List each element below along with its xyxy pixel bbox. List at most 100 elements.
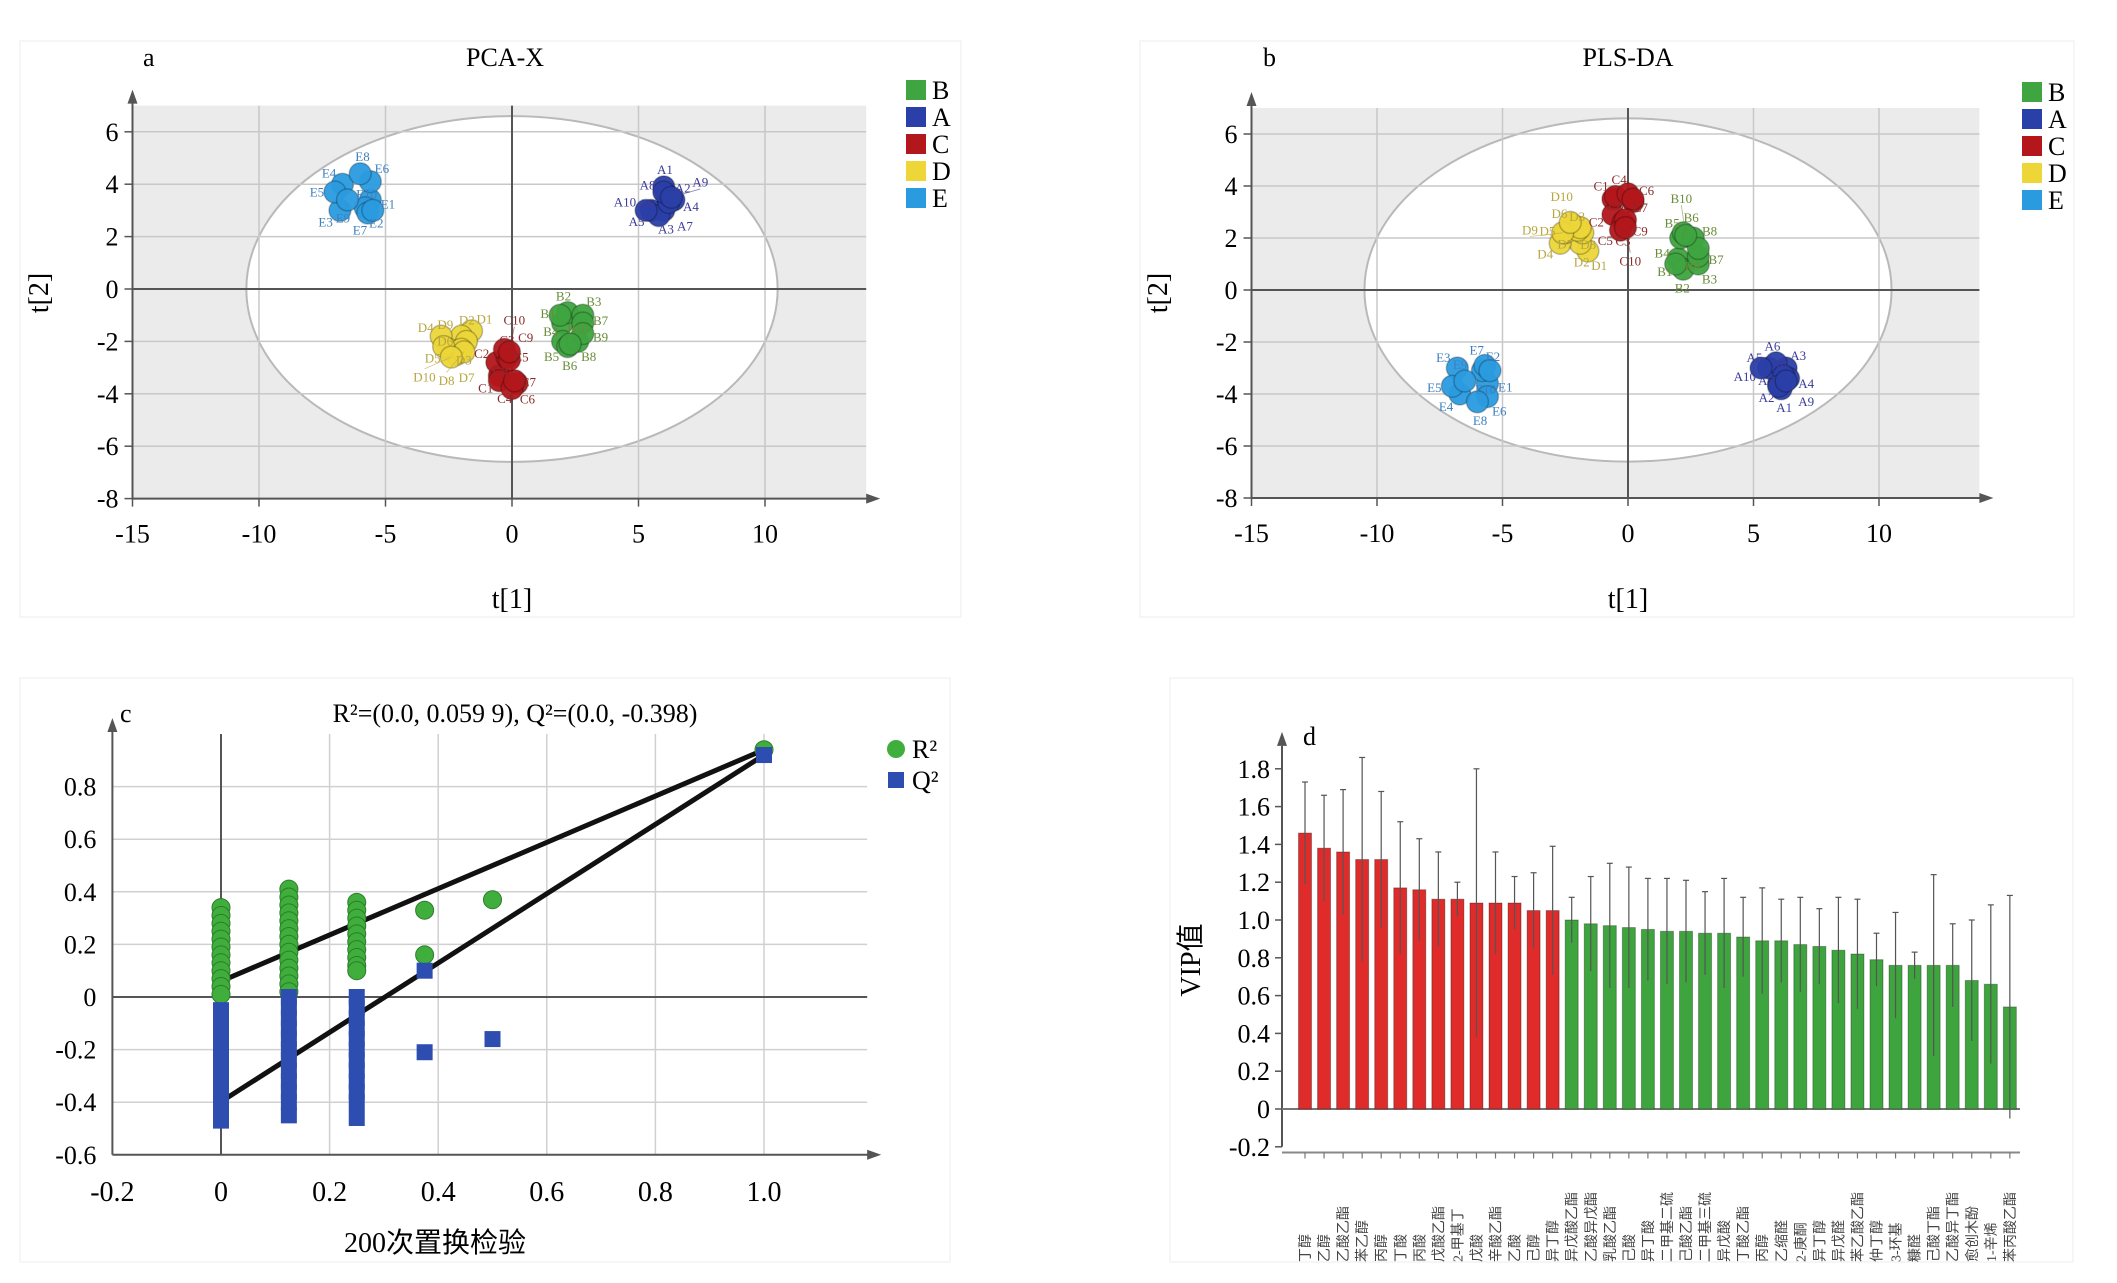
- vip-y-axis-arrow: [1277, 731, 1287, 746]
- vip-category-label: 丙醇: [1373, 1234, 1390, 1262]
- pca-x-tick-label: 10: [752, 520, 778, 549]
- perm-x-tick-label: 0.2: [312, 1177, 347, 1208]
- pca-y-axis-arrow: [127, 89, 138, 104]
- pca-legend-label-E: E: [932, 184, 948, 213]
- plsda-legend-swatch-E: [2022, 190, 2042, 210]
- panel-b-title: PLS-DA: [1582, 43, 1673, 72]
- pca-point-label: B10: [567, 321, 589, 336]
- perm-x-axis-arrow: [867, 1149, 882, 1160]
- pca-y-tick-label: -8: [97, 485, 119, 514]
- plsda-point-label: E5: [1427, 380, 1441, 395]
- vip-y-tick-label: 0.2: [1238, 1057, 1271, 1086]
- panel-b-letter: b: [1263, 43, 1276, 72]
- plsda-x-tick-label: 5: [1747, 519, 1760, 548]
- vip-category-label: 异戊酸: [1717, 1220, 1733, 1262]
- panel-d-ylabel: VIP值: [1175, 923, 1207, 996]
- plsda-x-tick-label: 10: [1866, 519, 1892, 548]
- plsda-point-label: A5: [1746, 350, 1762, 365]
- plsda-point-label: D2: [1574, 254, 1590, 269]
- plsda-point-A9: [1774, 369, 1798, 393]
- panel-a-xlabel: t[1]: [492, 584, 532, 615]
- plsda-point-E8: [1465, 390, 1490, 414]
- plsda-point-label: E4: [1439, 399, 1454, 414]
- plsda-point-label: E7: [1469, 343, 1484, 358]
- plsda-point-label: C9: [1633, 223, 1648, 238]
- plsda-point-B4: [1663, 252, 1688, 276]
- pca-point-label: B8: [581, 349, 596, 364]
- pca-point-label: A6: [638, 196, 654, 211]
- panel-a-letter: a: [143, 43, 155, 72]
- perm-legend-label: R²: [912, 735, 937, 764]
- pca-x-axis-arrow: [866, 493, 881, 504]
- perm-point-r2: [483, 890, 502, 910]
- vip-category-label: 丁酸: [1393, 1234, 1409, 1262]
- pca-legend-swatch-B: [906, 80, 926, 100]
- perm-y-tick-label: -0.2: [55, 1036, 96, 1065]
- vip-category-label: 愈创木酚: [1965, 1206, 1981, 1262]
- perm-point-q2: [416, 962, 433, 979]
- vip-category-label: 戊酸: [1469, 1234, 1485, 1262]
- pca-y-tick-label: -2: [97, 327, 119, 356]
- pca-y-tick-label: 4: [106, 170, 119, 199]
- perm-point-r2: [347, 961, 367, 981]
- plsda-point-label: C2: [1589, 215, 1604, 230]
- perm-x-tick-label: 0.4: [421, 1177, 456, 1208]
- plsda-point-label: B1: [1657, 264, 1672, 279]
- pca-point-label: A8: [640, 177, 656, 192]
- plsda-point-label: E2: [1486, 349, 1500, 364]
- plsda-point-label: B10: [1670, 191, 1692, 206]
- perm-y-tick-label: 0.8: [64, 773, 97, 802]
- plsda-x-tick-label: -5: [1492, 519, 1514, 548]
- pca-point-label: A2: [675, 181, 691, 196]
- perm-x-tick-label: 0.8: [638, 1177, 673, 1208]
- plsda-y-axis-arrow: [1246, 92, 1257, 106]
- perm-y-tick-label: -0.4: [55, 1088, 96, 1117]
- plsda-point-label: C4: [1612, 172, 1628, 187]
- plsda-point-label: D9: [1522, 222, 1538, 237]
- pca-point-label: C1: [478, 380, 493, 395]
- panel-d-letter: d: [1303, 722, 1316, 751]
- plsda-point-label: C10: [1619, 254, 1641, 269]
- plsda-x-tick-label: -15: [1234, 519, 1269, 548]
- pca-point-label: D1: [477, 312, 493, 327]
- vip-category-label: 异戊醛: [1831, 1220, 1847, 1262]
- perm-x-tick-label: 0.6: [529, 1177, 564, 1208]
- plsda-legend-swatch-B: [2022, 82, 2042, 102]
- vip-category-label: 苯乙醇: [1354, 1220, 1371, 1262]
- vip-category-label: 丁醇: [1297, 1234, 1314, 1262]
- plsda-point-label: D1: [1591, 258, 1607, 273]
- pca-point-label: C6: [520, 391, 536, 406]
- panel-c-xlabel: 200次置换检验: [344, 1227, 526, 1259]
- panel-c-frame: [19, 677, 951, 1263]
- vip-category-label: 乳酸乙酯: [1603, 1206, 1619, 1262]
- panel-c-letter: c: [120, 699, 132, 728]
- vip-category-label: 苯丙酸乙酯: [2002, 1192, 2019, 1262]
- vip-category-label: 丙醇: [1754, 1234, 1771, 1262]
- pca-point-label: A3: [658, 222, 674, 237]
- plsda-point-label: C5: [1598, 233, 1613, 248]
- perm-regression-r2: [220, 747, 765, 984]
- plsda-point-label: E6: [1492, 403, 1507, 418]
- pca-point-label: A9: [692, 175, 708, 190]
- vip-y-tick-label: 0: [1257, 1095, 1270, 1124]
- pca-legend-swatch-C: [906, 134, 926, 154]
- plsda-label-leader: [1680, 205, 1687, 236]
- pca-point-label: B6: [562, 358, 578, 373]
- pca-point-label: E3: [318, 215, 332, 230]
- plsda-point-E10: [1478, 358, 1502, 383]
- pca-x-tick-label: -10: [242, 520, 277, 549]
- plsda-point-label: B5: [1665, 215, 1680, 230]
- pca-legend-swatch-E: [906, 188, 926, 208]
- plsda-point-label: C3: [1615, 234, 1630, 249]
- pca-point-label: A5: [629, 214, 645, 229]
- pca-point-label: E6: [375, 161, 390, 176]
- vip-y-tick-label: 1.6: [1238, 793, 1271, 822]
- plsda-point-label: E10: [1475, 381, 1496, 396]
- perm-point-q2: [416, 1044, 433, 1061]
- plsda-point-label: C1: [1593, 179, 1608, 194]
- plsda-point-label: B4: [1655, 245, 1671, 260]
- pca-point-C8: [502, 368, 527, 393]
- vip-category-label: 3-环基: [1888, 1222, 1905, 1262]
- vip-category-label: 辛酸乙酯: [1489, 1206, 1505, 1262]
